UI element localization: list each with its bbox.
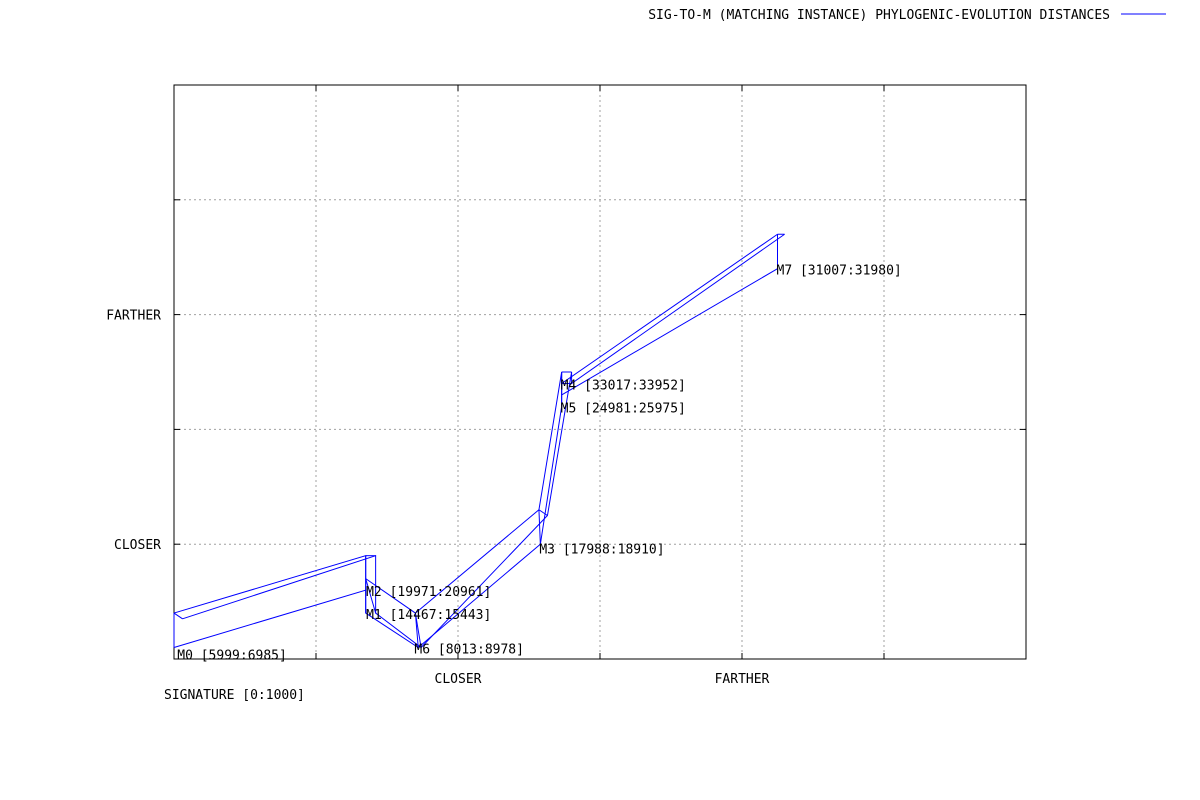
point-label-m1: M1 [14467:15443] xyxy=(366,608,491,623)
ticks: CLOSER FARTHER CLOSER FARTHER xyxy=(106,85,1026,687)
series-joint xyxy=(414,612,422,648)
point-label-m0: M0 [5999:6985] xyxy=(177,648,287,663)
x-tick-label: FARTHER xyxy=(715,672,770,687)
series-joint xyxy=(173,612,183,620)
series-joint xyxy=(365,578,377,614)
point-label-m5: M5 [24981:25975] xyxy=(561,401,686,416)
legend-label: SIG-TO-M (MATCHING INSTANCE) PHYLOGENIC-… xyxy=(648,8,1110,23)
y-tick-label: CLOSER xyxy=(114,538,161,553)
grid xyxy=(174,85,1026,659)
point-label-m3: M3 [17988:18910] xyxy=(539,543,664,558)
point-label-m7: M7 [31007:31980] xyxy=(777,264,902,279)
point-label-m6: M6 [8013:8978] xyxy=(414,643,524,658)
point-labels: M0 [5999:6985] M2 [19971:20961] M1 [14467:… xyxy=(177,264,901,664)
x-tick-label: CLOSER xyxy=(435,672,482,687)
point-label-m2: M2 [19971:20961] xyxy=(366,585,491,600)
x-axis-sublabel: SIGNATURE [0:1000] xyxy=(164,688,305,703)
series-line xyxy=(173,233,785,649)
series-joint xyxy=(538,509,548,516)
legend: SIG-TO-M (MATCHING INSTANCE) PHYLOGENIC-… xyxy=(648,8,1166,23)
point-label-m4: M4 [33017:33952] xyxy=(561,378,686,393)
series-top-edge xyxy=(173,233,778,614)
series-side-edge xyxy=(182,233,785,649)
y-tick-label: FARTHER xyxy=(106,309,161,324)
series-joint xyxy=(538,509,541,545)
